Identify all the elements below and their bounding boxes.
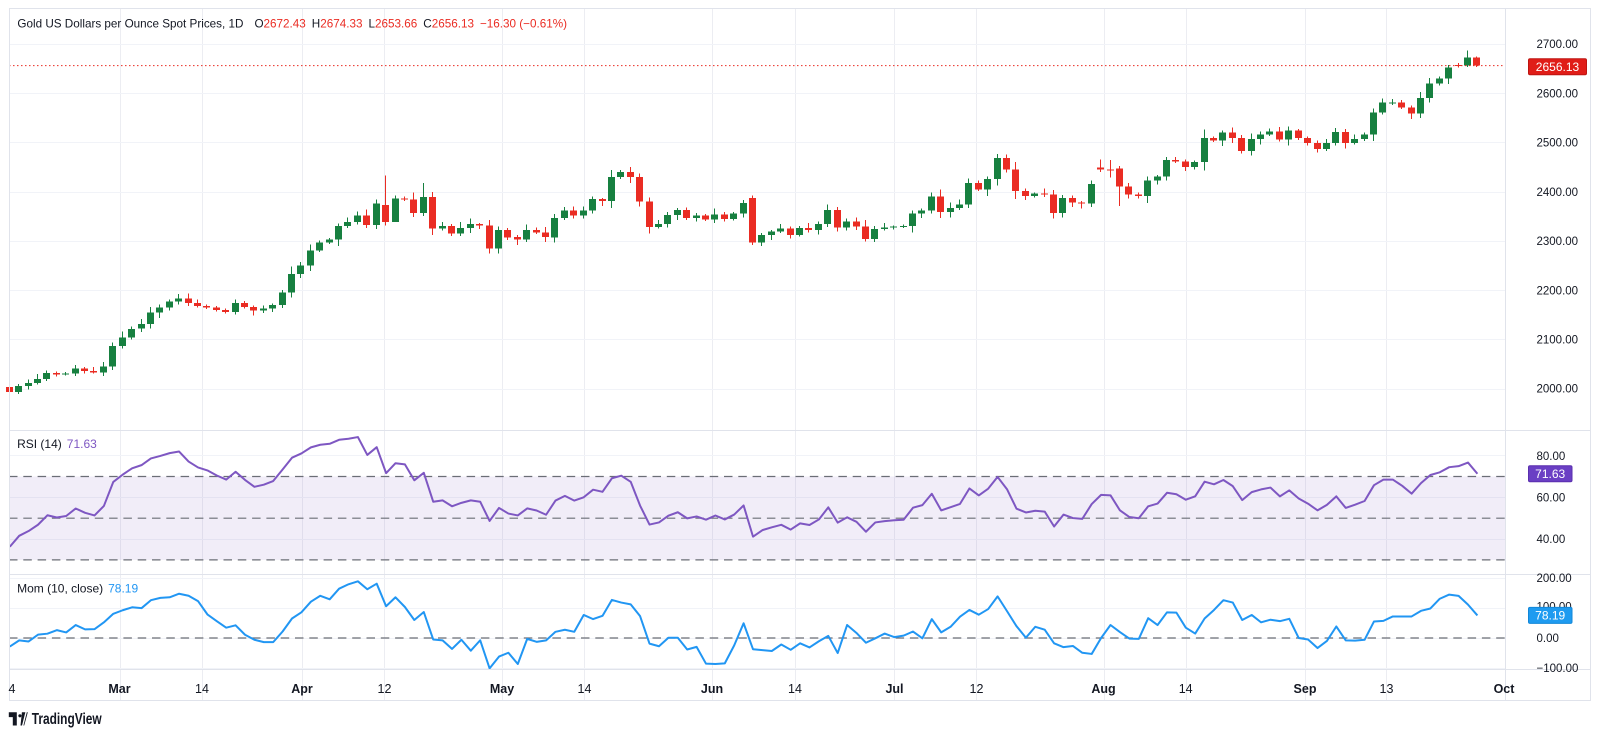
svg-text:12: 12: [970, 682, 984, 696]
svg-text:14: 14: [578, 682, 592, 696]
svg-text:2500.00: 2500.00: [1537, 138, 1579, 150]
svg-text:40.00: 40.00: [1537, 534, 1566, 546]
svg-text:RSI (14)71.63: RSI (14) 71.63: [17, 437, 97, 451]
svg-text:Mom (10, close)78.19: Mom (10, close) 78.19: [17, 582, 138, 596]
svg-text:2400.00: 2400.00: [1537, 187, 1579, 199]
svg-text:14: 14: [1179, 682, 1193, 696]
svg-text:78.19: 78.19: [1535, 609, 1565, 623]
svg-text:60.00: 60.00: [1537, 493, 1566, 505]
svg-text:2100.00: 2100.00: [1537, 335, 1579, 347]
svg-text:2656.13: 2656.13: [1536, 60, 1580, 74]
svg-text:2000.00: 2000.00: [1537, 384, 1579, 396]
svg-text:Sep: Sep: [1294, 682, 1317, 696]
svg-text:0.00: 0.00: [1537, 633, 1559, 645]
svg-text:12: 12: [378, 682, 392, 696]
svg-text:Gold US Dollars per Ounce Spot: Gold US Dollars per Ounce Spot Prices, 1…: [17, 18, 567, 31]
svg-text:Jul: Jul: [885, 682, 903, 696]
svg-text:2300.00: 2300.00: [1537, 236, 1579, 248]
svg-text:14: 14: [788, 682, 802, 696]
svg-text:14: 14: [195, 682, 209, 696]
svg-text:Oct: Oct: [1494, 682, 1516, 696]
svg-text:Apr: Apr: [291, 682, 313, 696]
svg-text:2200.00: 2200.00: [1537, 285, 1579, 297]
svg-text:80.00: 80.00: [1537, 451, 1566, 463]
svg-text:TradingView: TradingView: [32, 711, 103, 728]
svg-text:Aug: Aug: [1091, 682, 1115, 696]
svg-text:4: 4: [9, 682, 16, 696]
svg-text:200.00: 200.00: [1537, 573, 1572, 585]
svg-text:13: 13: [1380, 682, 1394, 696]
svg-text:May: May: [490, 682, 514, 696]
svg-text:2600.00: 2600.00: [1537, 88, 1579, 100]
svg-text:Mar: Mar: [108, 682, 130, 696]
svg-text:2700.00: 2700.00: [1537, 39, 1579, 51]
svg-text:Jun: Jun: [701, 682, 723, 696]
svg-text:−100.00: −100.00: [1537, 663, 1579, 675]
svg-text:71.63: 71.63: [1535, 467, 1565, 481]
